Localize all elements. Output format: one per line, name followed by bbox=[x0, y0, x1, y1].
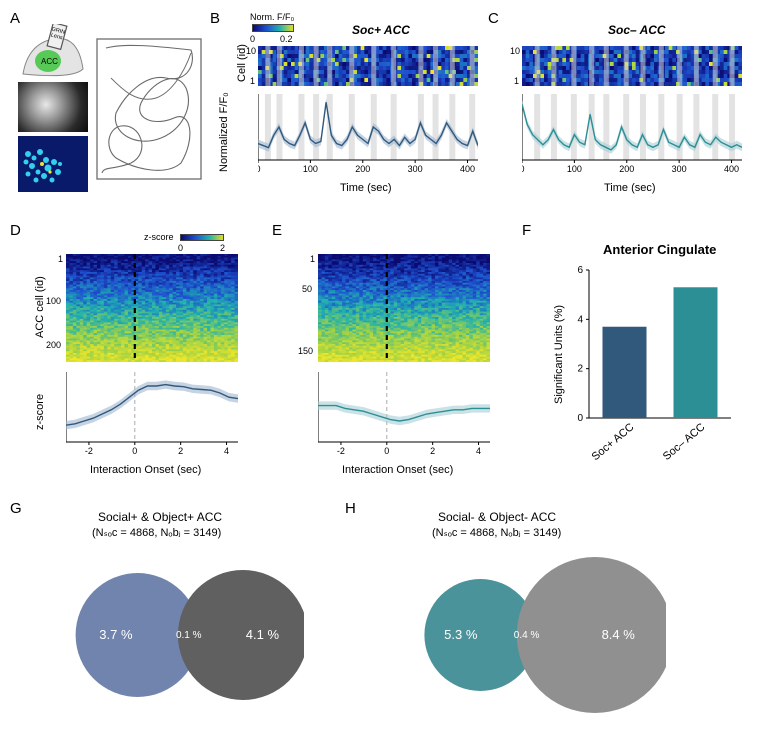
heatmap-c bbox=[522, 46, 742, 86]
svg-text:300: 300 bbox=[672, 164, 687, 174]
colorbar-min-b: 0 bbox=[250, 34, 255, 44]
svg-text:100: 100 bbox=[303, 164, 318, 174]
ylabel-hm-d: ACC cell (id) bbox=[34, 276, 46, 338]
panel-d: z-score 0 2 ACC cell (id) 1 100 200 -2 0 2… bbox=[32, 230, 260, 478]
title-c: Soc– ACC bbox=[608, 23, 666, 37]
panel-g: Social+ & Object+ ACC (Nₛₒc = 4868, Nₒbⱼ… bbox=[44, 510, 324, 720]
colorbar-label-d: z-score bbox=[144, 232, 174, 242]
hm-c-yt1: 10 bbox=[510, 46, 520, 56]
svg-text:0: 0 bbox=[132, 446, 137, 456]
colorbar-d bbox=[180, 234, 224, 241]
svg-text:100: 100 bbox=[567, 164, 582, 174]
panel-label-e: E bbox=[272, 222, 282, 239]
hm-e-yt0: 1 bbox=[310, 254, 315, 264]
panel-label-h: H bbox=[345, 500, 356, 517]
panel-f: Anterior Cingulate 0246Soc+ ACCSoc– ACC … bbox=[545, 236, 745, 484]
xlabel-c: Time (sec) bbox=[604, 182, 656, 194]
panel-label-d: D bbox=[10, 222, 21, 239]
trace-d: -20240.91.151.4 bbox=[66, 368, 238, 456]
subtitle-h: (Nₛₒc = 4868, Nₒbⱼ = 3149) bbox=[432, 526, 561, 539]
heatmap-e bbox=[318, 254, 490, 362]
colorbar-max-b: 0.2 bbox=[280, 34, 293, 44]
svg-text:2: 2 bbox=[178, 446, 183, 456]
title-f: Anterior Cingulate bbox=[603, 242, 716, 257]
venn-h: 5.3 %8.4 %0.4 % bbox=[376, 544, 666, 714]
svg-text:-2: -2 bbox=[85, 446, 93, 456]
ylabel-trace-b: Normalized F/F₀ bbox=[218, 72, 230, 172]
colorbar-label-b: Norm. F/F₀ bbox=[250, 12, 294, 22]
venn-g: 3.7 %4.1 %0.1 % bbox=[44, 544, 304, 714]
colorbar-b bbox=[252, 24, 294, 32]
hm-b-yt1: 10 bbox=[246, 46, 256, 56]
xlabel-b: Time (sec) bbox=[340, 182, 392, 194]
ylabel-f: Significant Units (%) bbox=[553, 305, 565, 404]
trace-c: 010020030040000.050.1 bbox=[522, 90, 742, 174]
hm-d-yt2: 200 bbox=[46, 340, 61, 350]
bar-chart-f: 0246Soc+ ACCSoc– ACC bbox=[565, 264, 735, 464]
cell-segmentation-image bbox=[18, 136, 88, 192]
svg-text:400: 400 bbox=[460, 164, 475, 174]
hm-d-yt0: 1 bbox=[58, 254, 63, 264]
trace-e: -2024 bbox=[318, 368, 490, 456]
panel-c: Soc– ACC 10 1 010020030040000.050.1 Time… bbox=[508, 10, 756, 196]
panel-label-g: G bbox=[10, 500, 22, 517]
svg-text:0: 0 bbox=[258, 164, 261, 174]
svg-text:0: 0 bbox=[522, 164, 525, 174]
title-b: Soc+ ACC bbox=[352, 23, 410, 37]
xlabel-e: Interaction Onset (sec) bbox=[342, 464, 453, 476]
hm-e-yt2: 150 bbox=[298, 346, 313, 356]
heatmap-d bbox=[66, 254, 238, 362]
grin-field-image bbox=[18, 82, 88, 132]
svg-text:300: 300 bbox=[408, 164, 423, 174]
colorbar-zmin-d: 0 bbox=[178, 243, 183, 253]
panel-label-f: F bbox=[522, 222, 531, 239]
hm-c-yt0: 1 bbox=[514, 76, 519, 86]
trajectory-plot bbox=[96, 38, 202, 180]
svg-text:ACC: ACC bbox=[41, 57, 58, 66]
heatmap-b bbox=[258, 46, 478, 86]
xlabel-d: Interaction Onset (sec) bbox=[90, 464, 201, 476]
colorbar-zmax-d: 2 bbox=[220, 243, 225, 253]
trace-b: 010020030040000.050.10.15 bbox=[258, 90, 478, 174]
title-g: Social+ & Object+ ACC bbox=[98, 510, 222, 524]
panel-label-c: C bbox=[488, 10, 499, 27]
subtitle-g: (Nₛₒc = 4868, Nₒbⱼ = 3149) bbox=[92, 526, 221, 539]
ylabel-trace-d: z-score bbox=[34, 394, 46, 430]
svg-text:200: 200 bbox=[355, 164, 370, 174]
title-h: Social- & Object- ACC bbox=[438, 510, 556, 524]
panel-a: ACC GRIN Lens bbox=[18, 24, 203, 194]
svg-text:200: 200 bbox=[619, 164, 634, 174]
hm-e-yt1: 50 bbox=[302, 284, 312, 294]
svg-text:400: 400 bbox=[724, 164, 739, 174]
hm-d-yt1: 100 bbox=[46, 296, 61, 306]
brain-schematic: ACC GRIN Lens bbox=[18, 24, 88, 80]
panel-b: Norm. F/F₀ 0 0.2 Soc+ ACC Cell (id) 10 1… bbox=[232, 10, 480, 196]
hm-b-yt0: 1 bbox=[250, 76, 255, 86]
svg-text:4: 4 bbox=[224, 446, 229, 456]
panel-h: Social- & Object- ACC (Nₛₒc = 4868, Nₒbⱼ… bbox=[376, 510, 686, 720]
panel-e: 1 50 150 -2024 Interaction Onset (sec) bbox=[292, 230, 512, 478]
panel-label-b: B bbox=[210, 10, 220, 27]
